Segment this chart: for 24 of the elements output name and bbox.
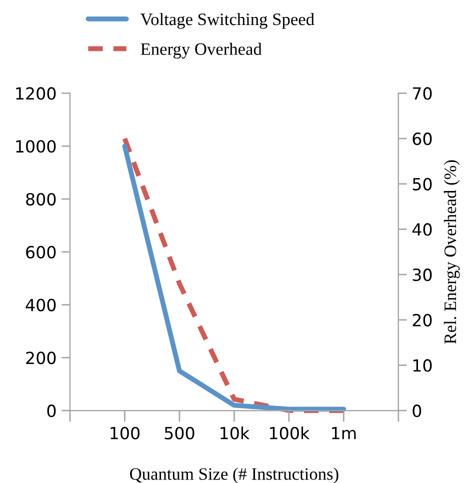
y2-tick-label: 20 xyxy=(412,314,432,326)
y-tick-label: 400 xyxy=(26,298,56,312)
y2-tick-label: 50 xyxy=(412,178,432,190)
y2-tick-label: 30 xyxy=(412,268,432,282)
legend-label: Voltage Switching Speed xyxy=(140,12,314,29)
x-tick-label: 100 xyxy=(110,426,140,440)
y2-tick-label: 10 xyxy=(413,359,432,372)
y2-tick-label: 60 xyxy=(412,132,432,146)
y-tick-label: 600 xyxy=(26,246,56,258)
y2-tick-label: 40 xyxy=(412,223,432,236)
y-tick-label: 800 xyxy=(26,192,56,206)
y2-tick-label: 0 xyxy=(412,404,422,418)
x-axis-title: Quantum Size (# Instructions) xyxy=(130,468,338,483)
y-tick-label: 0 xyxy=(47,404,56,418)
y-tick-label: 1000 xyxy=(16,140,56,153)
y-tick-label: 1200 xyxy=(16,87,56,100)
x-tick-label: 500 xyxy=(164,426,194,440)
y-tick-label: 200 xyxy=(26,352,56,364)
legend-label: Energy Overhead xyxy=(140,42,262,59)
y2-axis-title: Rel. Energy Overhead (%) xyxy=(444,160,460,344)
x-tick-label: 100k xyxy=(270,426,310,440)
x-tick-label: 10k xyxy=(220,426,250,440)
y2-tick-label: 70 xyxy=(412,87,432,100)
x-tick-label: 1m xyxy=(332,427,356,440)
